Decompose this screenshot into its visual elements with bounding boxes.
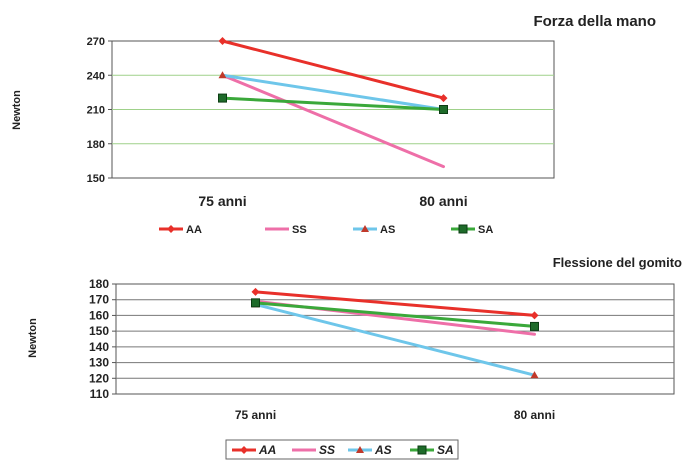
chart2-plot-area xyxy=(115,283,675,395)
x-tick-label: 80 anni xyxy=(419,193,467,209)
series-point-aa xyxy=(218,37,227,45)
chart1-series xyxy=(218,37,448,169)
legend-label-aa: AA xyxy=(258,443,276,457)
series-point-aa xyxy=(439,94,448,103)
legend-label-ss: SS xyxy=(319,443,335,457)
y-tick-label: 120 xyxy=(89,371,109,385)
series-point-sa xyxy=(530,321,539,331)
series-point-as xyxy=(218,71,227,79)
chart-hand-strength: Forza della mano Newton 150180210240270 … xyxy=(11,13,656,236)
series-line-aa xyxy=(221,39,445,100)
series-point-as xyxy=(530,371,539,379)
legend-label-ss: SS xyxy=(292,224,307,236)
series-line-as xyxy=(221,73,445,111)
series-point-aa xyxy=(251,287,260,296)
chart2-series xyxy=(251,287,539,379)
y-tick-label: 210 xyxy=(87,105,105,117)
chart1-gridlines xyxy=(112,74,554,145)
y-tick-label: 150 xyxy=(89,324,109,338)
series-point-sa xyxy=(439,105,448,114)
y-tick-label: 270 xyxy=(87,36,105,48)
chart2-title: Flessione del gomito xyxy=(553,255,682,270)
x-tick-label: 75 anni xyxy=(235,408,276,422)
y-tick-label: 130 xyxy=(89,356,109,370)
legend-marker-as xyxy=(356,446,364,453)
y-tick-label: 160 xyxy=(89,308,109,322)
series-line-aa xyxy=(254,290,536,317)
chart2-legend-box xyxy=(225,439,459,460)
legend-label-sa: SA xyxy=(478,224,493,236)
legend-marker-as xyxy=(361,225,369,232)
y-tick-label: 180 xyxy=(89,277,109,291)
series-line-as xyxy=(254,302,536,377)
series-point-aa xyxy=(530,311,539,320)
legend-marker-aa xyxy=(167,225,175,233)
legend-marker-sa xyxy=(417,445,427,455)
chart1-y-ticks: 150 180 210 240 270 xyxy=(87,36,112,185)
chart2-legend: AA SS AS SA xyxy=(232,443,454,457)
chart2-x-ticks: 75 anni 80 anni xyxy=(235,408,555,422)
series-line-ss xyxy=(221,73,445,169)
y-tick-label: 170 xyxy=(89,293,109,307)
legend-label-sa: SA xyxy=(437,443,454,457)
x-tick-label: 75 anni xyxy=(198,193,246,209)
chart1-x-ticks: 75 anni 80 anni xyxy=(198,193,467,209)
y-tick-label: 240 xyxy=(87,70,105,82)
legend-marker-aa xyxy=(240,446,248,454)
y-tick-label: 140 xyxy=(89,340,109,354)
y-tick-label: 180 xyxy=(87,139,105,151)
x-tick-label: 80 anni xyxy=(514,408,555,422)
chart2-ylabel: Newton xyxy=(27,318,39,358)
chart1-title: Forza della mano xyxy=(533,13,656,30)
series-line-sa xyxy=(221,96,445,111)
chart1-ylabel: Newton xyxy=(11,90,23,130)
chart1-legend: AA SS AS SA xyxy=(159,224,493,236)
legend-label-as: AS xyxy=(374,443,392,457)
series-line-sa xyxy=(254,301,536,328)
series-point-sa xyxy=(251,298,260,308)
series-point-sa xyxy=(218,93,227,103)
y-tick-label: 150 xyxy=(87,173,105,185)
legend-label-as: AS xyxy=(380,224,395,236)
legend-label-aa: AA xyxy=(186,224,202,236)
y-tick-label: 110 xyxy=(90,387,110,401)
legend-marker-sa xyxy=(458,224,468,234)
